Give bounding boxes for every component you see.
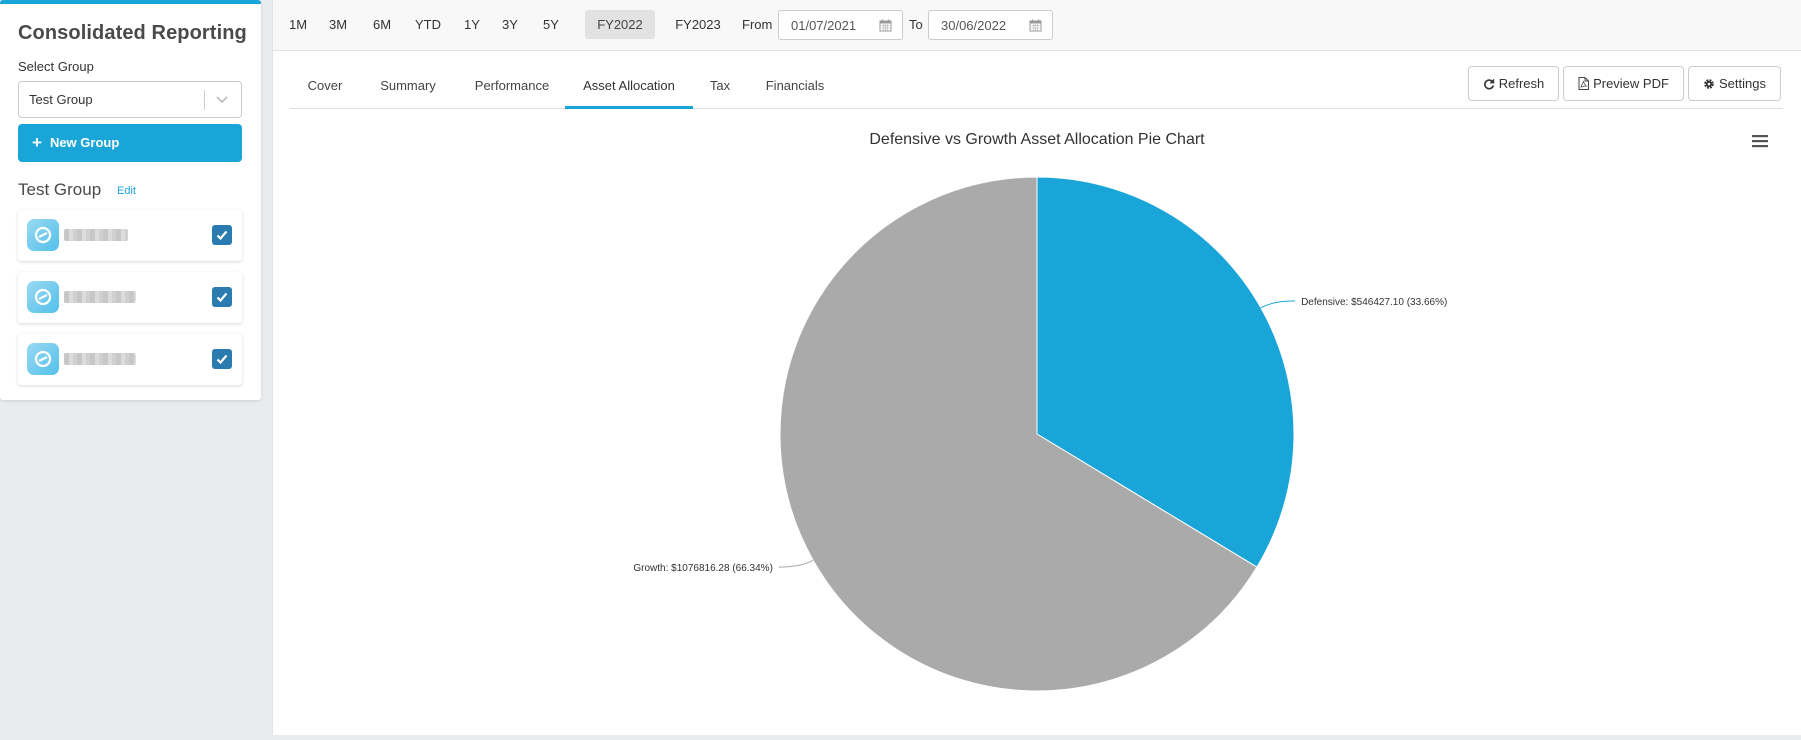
period-6m[interactable]: 6M	[372, 17, 392, 32]
refresh-label: Refresh	[1498, 76, 1545, 91]
file-pdf-icon	[1578, 77, 1590, 90]
account-name-redacted	[64, 353, 136, 365]
account-name-redacted	[64, 291, 136, 303]
period-ytd[interactable]: YTD	[415, 17, 441, 32]
tab-tax[interactable]: Tax	[709, 78, 731, 93]
account-checkbox[interactable]	[212, 349, 232, 369]
account-name-redacted	[64, 229, 128, 241]
to-date-input[interactable]: 30/06/2022	[928, 10, 1053, 40]
gear-icon	[1704, 79, 1714, 89]
account-card[interactable]	[18, 334, 242, 385]
tab-cover[interactable]: Cover	[307, 78, 343, 93]
sidebar-title: Consolidated Reporting	[18, 22, 247, 44]
tab-performance[interactable]: Performance	[474, 78, 550, 93]
period-3y[interactable]: 3Y	[502, 17, 518, 32]
preview-pdf-label: Preview PDF	[1593, 76, 1669, 91]
hamburger-menu-icon[interactable]	[1751, 134, 1769, 148]
preview-pdf-button[interactable]: Preview PDF	[1563, 66, 1684, 101]
account-card[interactable]	[18, 272, 242, 323]
asset-allocation-chart: Defensive vs Growth Asset Allocation Pie…	[273, 110, 1801, 735]
from-date-input[interactable]: 01/07/2021	[778, 10, 903, 40]
calendar-icon	[1029, 19, 1042, 32]
plus-icon: +	[32, 133, 42, 152]
new-group-button[interactable]: + New Group	[18, 124, 242, 162]
period-fy2022[interactable]: FY2022	[585, 10, 655, 39]
period-toolbar: 1M 3M 6M YTD 1Y 3Y 5Y FY2022 FY2023 From…	[273, 0, 1801, 51]
pie-label-connector	[778, 559, 814, 568]
pie-slice-growth[interactable]	[779, 176, 1258, 692]
calendar-icon	[879, 19, 892, 32]
account-card[interactable]	[18, 210, 242, 261]
period-1y[interactable]: 1Y	[464, 17, 480, 32]
tab-asset-allocation[interactable]: Asset Allocation	[565, 64, 693, 109]
period-1m[interactable]: 1M	[288, 17, 308, 32]
pie-slice-defensive[interactable]	[1036, 176, 1295, 568]
account-checkbox[interactable]	[212, 287, 232, 307]
account-checkbox[interactable]	[212, 225, 232, 245]
group-heading: Test Group	[18, 180, 102, 199]
pie-label-connector	[1260, 300, 1296, 309]
group-select[interactable]: Test Group	[18, 81, 242, 118]
refresh-button[interactable]: Refresh	[1468, 66, 1559, 101]
period-5y[interactable]: 5Y	[543, 17, 559, 32]
account-logo-icon	[27, 219, 59, 251]
group-select-value: Test Group	[29, 92, 93, 107]
new-group-label: New Group	[49, 135, 120, 150]
to-label: To	[909, 17, 923, 32]
select-group-label: Select Group	[18, 59, 94, 74]
pie-data-label: Defensive: $546427.10 (33.66%)	[1301, 297, 1447, 308]
main-panel: 1M 3M 6M YTD 1Y 3Y 5Y FY2022 FY2023 From…	[272, 0, 1801, 735]
period-3m[interactable]: 3M	[328, 17, 348, 32]
pie-data-label: Growth: $1076816.28 (66.34%)	[633, 563, 773, 574]
to-date-value: 30/06/2022	[941, 18, 1007, 33]
settings-label: Settings	[1719, 76, 1766, 91]
pie-chart: Defensive vs Growth Asset Allocation Pie…	[633, 131, 1447, 692]
sidebar: Consolidated Reporting Select Group Test…	[0, 0, 261, 400]
from-label: From	[742, 17, 773, 32]
from-date-value: 01/07/2021	[791, 18, 857, 33]
account-logo-icon	[27, 343, 59, 375]
tab-financials[interactable]: Financials	[765, 78, 825, 93]
account-logo-icon	[27, 281, 59, 313]
tab-summary[interactable]: Summary	[380, 78, 436, 93]
select-divider	[204, 90, 205, 110]
refresh-icon	[1483, 79, 1494, 90]
chart-title: Defensive vs Growth Asset Allocation Pie…	[869, 131, 1205, 148]
period-fy2023[interactable]: FY2023	[675, 17, 721, 32]
chevron-down-icon[interactable]	[214, 91, 230, 107]
settings-button[interactable]: Settings	[1688, 66, 1781, 101]
edit-group-link[interactable]: Edit	[117, 185, 136, 197]
report-tabs: Cover Summary Performance Asset Allocati…	[290, 64, 1783, 109]
